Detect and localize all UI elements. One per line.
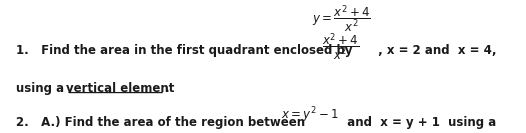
Text: 2.   A.) Find the area of the region between: 2. A.) Find the area of the region betwe…: [16, 116, 305, 129]
Text: 1.   Find the area in the first quadrant enclosed by: 1. Find the area in the first quadrant e…: [16, 44, 352, 57]
Text: vertical element: vertical element: [66, 82, 175, 95]
Text: and  x = y + 1  using a: and x = y + 1 using a: [339, 116, 497, 129]
Text: $y = \dfrac{x^{2}+4}{x^{2}}$: $y = \dfrac{x^{2}+4}{x^{2}}$: [312, 4, 371, 35]
Text: using a: using a: [16, 82, 68, 95]
Text: $\dfrac{x^{2}+4}{x^{2}}$: $\dfrac{x^{2}+4}{x^{2}}$: [322, 31, 360, 63]
Text: .: .: [165, 82, 170, 95]
Text: $x = y^{2}-1$: $x = y^{2}-1$: [281, 106, 339, 125]
Text: , x = 2 and  x = 4,: , x = 2 and x = 4,: [374, 44, 497, 57]
